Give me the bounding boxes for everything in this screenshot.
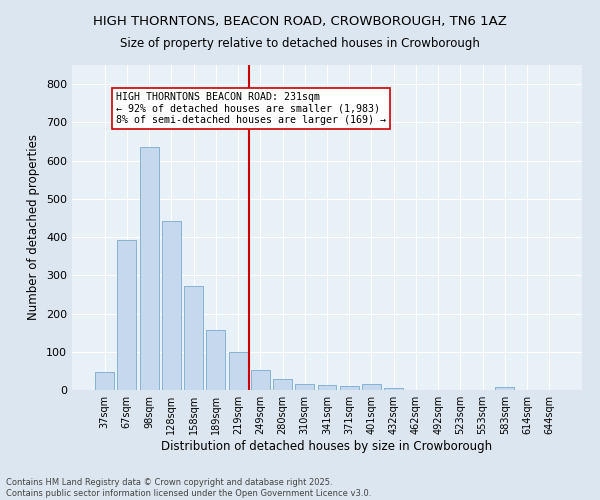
Bar <box>206 330 225 390</box>
Bar <box>118 240 136 390</box>
Bar <box>229 352 248 390</box>
Bar <box>184 286 203 390</box>
Bar <box>317 385 337 390</box>
Bar <box>384 388 403 390</box>
Bar <box>273 378 292 390</box>
Text: Contains HM Land Registry data © Crown copyright and database right 2025.
Contai: Contains HM Land Registry data © Crown c… <box>6 478 371 498</box>
Bar <box>251 370 270 390</box>
Bar <box>295 384 314 390</box>
Y-axis label: Number of detached properties: Number of detached properties <box>28 134 40 320</box>
Bar <box>362 384 381 390</box>
Bar <box>162 220 181 390</box>
Text: HIGH THORNTONS BEACON ROAD: 231sqm
← 92% of detached houses are smaller (1,983)
: HIGH THORNTONS BEACON ROAD: 231sqm ← 92%… <box>116 92 386 125</box>
Bar <box>340 386 359 390</box>
Text: HIGH THORNTONS, BEACON ROAD, CROWBOROUGH, TN6 1AZ: HIGH THORNTONS, BEACON ROAD, CROWBOROUGH… <box>93 15 507 28</box>
Bar <box>95 372 114 390</box>
Text: Size of property relative to detached houses in Crowborough: Size of property relative to detached ho… <box>120 38 480 51</box>
Bar <box>140 147 158 390</box>
Bar <box>496 388 514 390</box>
X-axis label: Distribution of detached houses by size in Crowborough: Distribution of detached houses by size … <box>161 440 493 453</box>
